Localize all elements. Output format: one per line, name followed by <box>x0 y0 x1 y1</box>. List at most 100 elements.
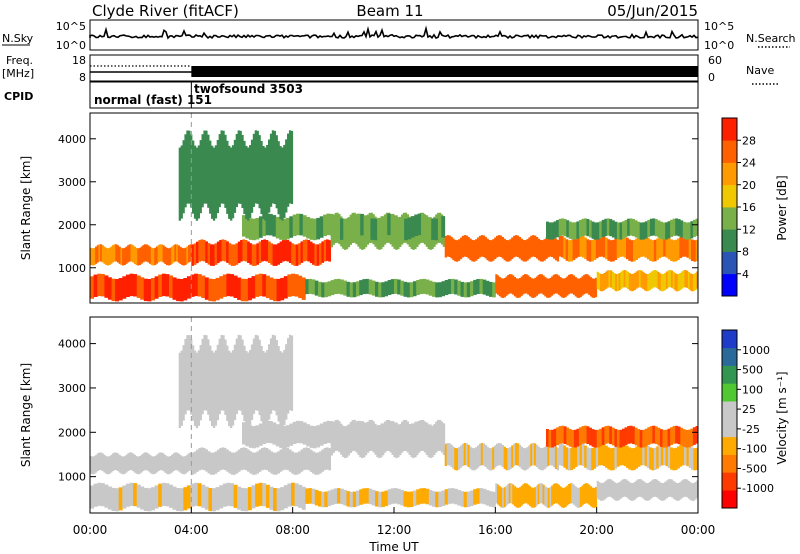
band-cell <box>276 278 281 302</box>
band-cell <box>221 239 225 261</box>
band-cell <box>209 345 212 421</box>
band-cell <box>95 454 98 473</box>
band-cell <box>542 275 545 295</box>
band-cell <box>275 339 278 416</box>
band-cell <box>123 247 126 265</box>
band-5 <box>191 447 331 475</box>
band-cell <box>268 344 271 420</box>
band-cell <box>535 485 538 506</box>
band-cell <box>356 281 360 297</box>
band-cell <box>635 238 638 260</box>
band-cell <box>273 335 276 411</box>
band-cell <box>479 278 484 294</box>
band-cell <box>649 426 653 444</box>
band-cell <box>240 488 245 512</box>
station-title: Clyde River (fitACF) <box>92 2 239 20</box>
band-cell <box>622 270 625 288</box>
band-cell <box>695 239 699 262</box>
band-cell <box>621 235 625 257</box>
band-cell <box>196 241 199 264</box>
band-cell <box>598 273 601 291</box>
band-cell <box>216 140 219 214</box>
band-cell <box>637 270 640 288</box>
band-cell <box>606 218 610 236</box>
band-cell <box>503 487 506 508</box>
band-cell <box>218 134 221 208</box>
colorbar-tick-label: -1000 <box>742 482 774 495</box>
band-cell <box>209 140 212 214</box>
band-cell <box>451 278 455 294</box>
band-cell <box>674 273 677 291</box>
band-cell <box>125 483 130 507</box>
band-cell <box>459 237 463 260</box>
xtick-label: 12:00 <box>377 523 412 537</box>
band-cell <box>265 420 270 443</box>
band-cell <box>220 335 223 411</box>
band-cell <box>539 483 542 504</box>
band-cell <box>222 130 225 204</box>
band-cell <box>410 423 415 446</box>
band-cell <box>268 139 271 213</box>
power-yticks: 1000 2000 3000 4000 <box>58 133 698 275</box>
band-cell <box>394 488 398 504</box>
band-cell <box>576 428 580 447</box>
band-cell <box>562 278 565 298</box>
band-cell <box>326 447 329 470</box>
band-cell <box>655 270 658 288</box>
band-cell <box>591 278 594 298</box>
band-cell <box>356 213 361 236</box>
band-cell <box>647 273 650 292</box>
band-cell <box>689 482 692 501</box>
band-cell <box>492 239 495 261</box>
band-cell <box>507 448 510 471</box>
band-cell <box>611 480 614 499</box>
band-cell <box>696 480 699 499</box>
band-cell <box>314 452 318 475</box>
velocity-colorbar-label: Velocity [m s⁻¹] <box>775 371 789 464</box>
band-cell <box>505 485 508 506</box>
band-cell <box>549 235 552 257</box>
band-cell <box>513 277 516 297</box>
band-cell <box>292 214 297 237</box>
ytick-label: 1000 <box>58 471 86 484</box>
band-cell <box>186 454 189 473</box>
band-cell <box>515 278 518 298</box>
band-cell <box>143 278 148 302</box>
band-cell <box>247 277 252 301</box>
band-cell <box>688 237 692 260</box>
band-cell <box>642 222 646 240</box>
band-cell <box>323 421 327 444</box>
band-cell <box>606 479 609 498</box>
nsearch-label: N.Search <box>746 32 796 45</box>
band-cell <box>526 447 529 470</box>
band-cell <box>581 443 585 467</box>
band-cell <box>480 443 484 466</box>
band-cell <box>230 452 234 475</box>
band-cell <box>502 278 505 298</box>
band-cell <box>252 426 256 449</box>
band-cell <box>277 451 280 474</box>
band-cell <box>441 490 446 506</box>
band-cell <box>407 217 412 240</box>
band-cell <box>294 483 299 507</box>
band-cell <box>195 147 199 221</box>
band-cell <box>652 425 656 444</box>
band-cell <box>458 239 461 261</box>
band-cell <box>290 130 294 204</box>
band-cell <box>470 490 474 506</box>
band-cell <box>279 351 282 427</box>
band-cell <box>579 487 582 507</box>
colorbar-cell <box>722 347 737 366</box>
band-cell <box>224 134 227 208</box>
band-cell <box>270 451 273 474</box>
band-cell <box>573 429 577 448</box>
band-cell <box>177 245 180 263</box>
band-cell <box>397 217 402 239</box>
band-cell <box>151 278 155 301</box>
band-cell <box>265 275 270 299</box>
band-cell <box>638 270 641 288</box>
band-cell <box>247 449 250 472</box>
band-cell <box>595 277 598 298</box>
band-cell <box>96 245 99 263</box>
band-cell <box>179 455 182 473</box>
